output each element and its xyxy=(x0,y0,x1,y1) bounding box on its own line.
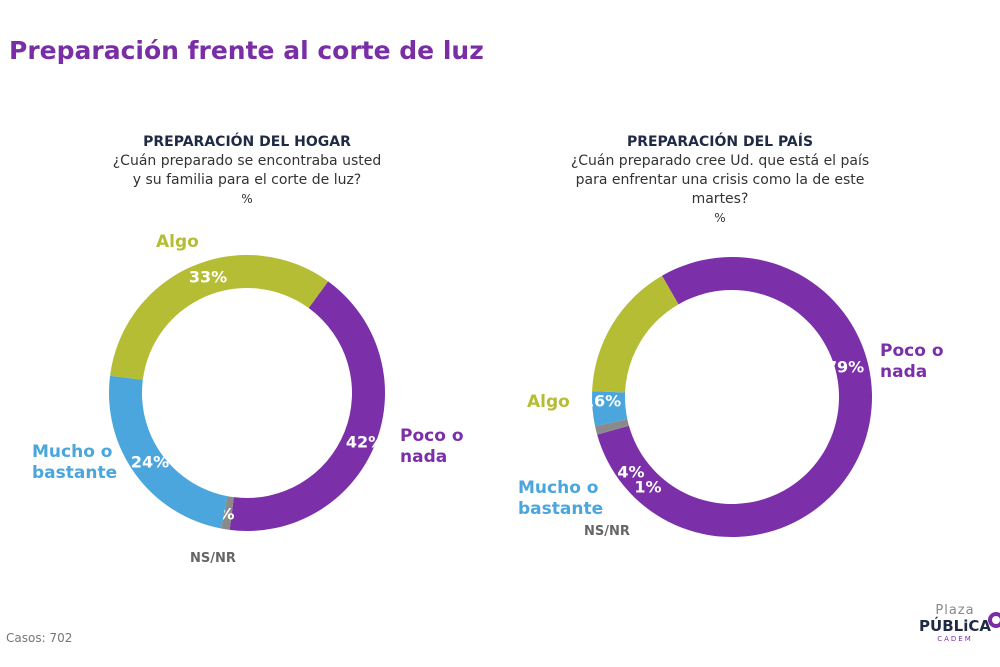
value-label: 79% xyxy=(826,358,864,377)
donut-slice xyxy=(221,496,234,530)
logo-sub: CADEM xyxy=(937,635,973,643)
category-label: Poco o nada xyxy=(880,341,944,382)
value-label: 4% xyxy=(617,463,644,482)
donut-slice xyxy=(592,275,679,393)
chart-subtitle: ¿Cuán preparado cree Ud. que está el paí… xyxy=(570,153,870,207)
donut-slice xyxy=(110,255,329,380)
category-label: Mucho o bastante xyxy=(518,478,604,519)
unit: % xyxy=(241,192,253,206)
value-label: 1% xyxy=(634,478,661,497)
value-label: 16% xyxy=(583,392,621,411)
logo-main: PÚBLiCA xyxy=(919,617,991,635)
category-label: NS/NR xyxy=(190,551,236,566)
category-label: Algo xyxy=(527,392,570,412)
unit: % xyxy=(714,211,726,225)
donut-slice xyxy=(592,391,628,427)
chart-title: PREPARACIÓN DEL HOGAR xyxy=(143,134,351,150)
chart-header: PREPARACIÓN DEL HOGAR ¿Cuán preparado se… xyxy=(82,133,412,209)
footer: Casos: 702 xyxy=(6,631,73,645)
donut-slice xyxy=(109,375,228,529)
category-label: Mucho o bastante xyxy=(32,442,118,483)
category-label: Algo xyxy=(156,232,199,252)
donut-slice xyxy=(595,419,629,435)
logo-top: Plaza xyxy=(935,603,975,618)
category-label: NS/NR xyxy=(584,524,630,539)
chart-header: PREPARACIÓN DEL PAÍS ¿Cuán preparado cre… xyxy=(555,133,885,228)
value-label: 24% xyxy=(131,453,169,472)
value-label: 33% xyxy=(189,268,227,287)
chart-subtitle: ¿Cuán preparado se encontraba usted y su… xyxy=(112,153,382,188)
page-title: Preparación frente al corte de luz xyxy=(9,36,484,65)
logo: Plaza PÚBLiCA CADEM xyxy=(912,603,1000,643)
chart-title: PREPARACIÓN DEL PAÍS xyxy=(626,134,814,150)
logo-icon xyxy=(988,612,1000,628)
donut-slice xyxy=(229,281,386,531)
value-label: 42% xyxy=(346,433,384,452)
category-label: Poco o nada xyxy=(400,426,464,467)
